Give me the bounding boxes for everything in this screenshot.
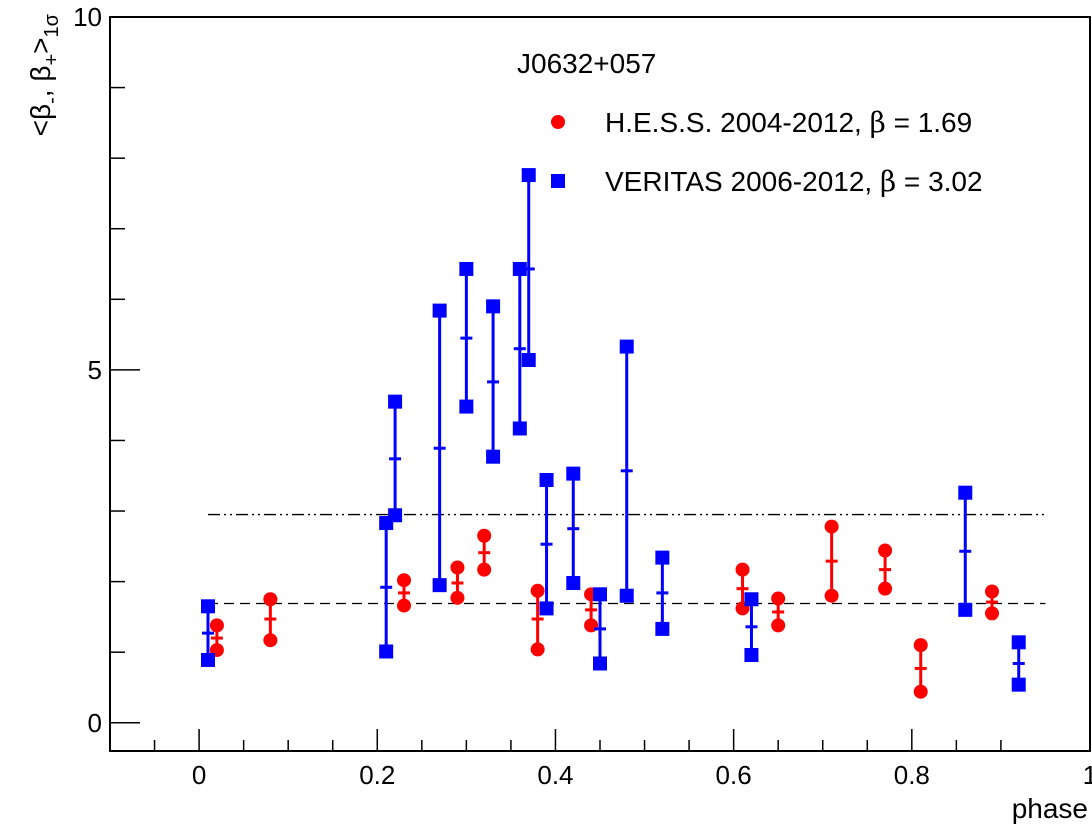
upper-marker xyxy=(209,618,224,633)
y-label-mid: , β xyxy=(25,66,56,98)
upper-marker xyxy=(1011,635,1026,650)
lower-marker xyxy=(539,601,554,616)
x-tick-label: 0 xyxy=(192,760,206,790)
x-axis-label: phase xyxy=(1012,793,1088,824)
lower-marker xyxy=(477,562,492,577)
upper-marker xyxy=(913,638,928,653)
y-label-sub-minus: - xyxy=(41,97,63,104)
x-tick-label: 0.8 xyxy=(894,760,930,790)
lower-marker xyxy=(958,602,973,617)
lower-marker xyxy=(655,621,670,636)
y-axis: 0 5 10 xyxy=(73,2,140,738)
lower-marker xyxy=(744,648,759,663)
upper-marker xyxy=(744,592,759,607)
upper-marker xyxy=(985,584,999,599)
lower-marker xyxy=(566,576,581,591)
x-axis: 0 0.2 0.4 0.6 0.8 1 xyxy=(109,729,1092,790)
lower-marker xyxy=(824,588,839,603)
y-tick-label: 10 xyxy=(73,2,102,32)
lower-marker xyxy=(512,421,527,436)
upper-marker xyxy=(878,543,893,558)
upper-marker xyxy=(539,472,554,487)
upper-marker xyxy=(450,560,465,575)
lower-marker xyxy=(459,399,474,414)
upper-marker xyxy=(201,599,215,614)
upper-marker xyxy=(530,583,545,598)
upper-marker xyxy=(824,519,839,534)
x-tick-label: 0.6 xyxy=(716,760,752,790)
upper-marker xyxy=(432,303,447,318)
lower-marker xyxy=(432,578,447,593)
upper-marker xyxy=(263,592,278,607)
y-label-open: <β xyxy=(25,104,56,136)
lower-marker xyxy=(530,642,545,657)
series-0 xyxy=(209,519,999,699)
legend-label-hess: H.E.S.S. 2004-2012, β = 1.69 xyxy=(605,106,972,139)
data-series xyxy=(201,168,1026,699)
upper-marker xyxy=(655,550,670,565)
lower-marker xyxy=(593,656,607,671)
lower-marker xyxy=(379,644,394,659)
upper-marker xyxy=(459,261,474,276)
x-tick-label: 0.2 xyxy=(359,760,395,790)
lower-marker xyxy=(1011,677,1026,692)
upper-marker xyxy=(397,573,411,588)
upper-marker xyxy=(619,339,634,354)
x-tick-label: 0.4 xyxy=(537,760,573,790)
legend-entry-hess: H.E.S.S. 2004-2012, β = 1.69 xyxy=(551,106,972,139)
lower-marker xyxy=(913,684,928,699)
lower-marker xyxy=(771,618,786,633)
y-label-sub-plus: + xyxy=(41,54,63,66)
lower-marker xyxy=(619,588,634,603)
lower-marker xyxy=(263,633,278,648)
lower-marker xyxy=(388,508,403,523)
upper-marker xyxy=(512,261,527,276)
y-label-sub-sigma: 1σ xyxy=(41,13,63,37)
y-label-close: > xyxy=(25,37,56,53)
y-axis-label: <β-, β+>1σ xyxy=(25,13,63,136)
chart-title: J0632+057 xyxy=(517,48,656,79)
upper-marker xyxy=(771,591,786,606)
lower-marker xyxy=(878,581,893,596)
upper-marker xyxy=(521,168,536,183)
lower-marker xyxy=(521,353,536,368)
upper-marker xyxy=(593,587,607,602)
y-tick-label: 0 xyxy=(88,708,102,738)
lower-marker xyxy=(201,652,215,667)
upper-marker xyxy=(477,528,492,543)
upper-marker xyxy=(388,394,403,409)
y-tick-label: 5 xyxy=(88,355,102,385)
lower-marker xyxy=(450,590,465,605)
x-tick-label: 1 xyxy=(1083,760,1092,790)
lower-marker xyxy=(397,598,411,613)
series-1 xyxy=(201,168,1026,692)
reference-lines xyxy=(208,513,1046,605)
upper-marker xyxy=(958,485,973,500)
lower-marker xyxy=(486,449,501,464)
upper-marker xyxy=(735,562,750,577)
legend: J0632+057 H.E.S.S. 2004-2012, β = 1.69 V… xyxy=(517,48,983,198)
legend-label-veritas: VERITAS 2006-2012, β = 3.02 xyxy=(605,165,983,198)
upper-marker xyxy=(566,466,581,481)
lower-marker xyxy=(985,606,999,621)
legend-entry-veritas: VERITAS 2006-2012, β = 3.02 xyxy=(551,165,983,198)
upper-marker xyxy=(486,299,501,314)
legend-marker-circle xyxy=(551,115,565,129)
legend-marker-square xyxy=(551,174,565,188)
